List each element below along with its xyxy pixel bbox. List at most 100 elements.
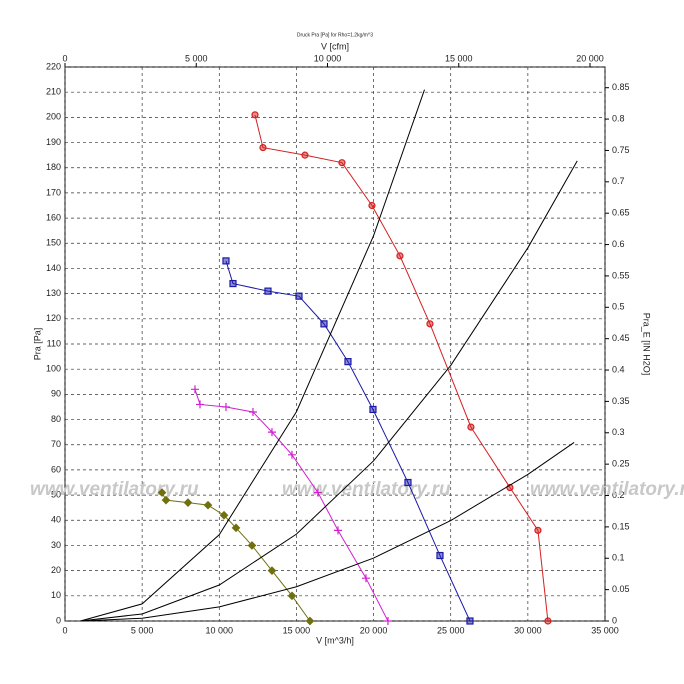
- y2-tick-label: 0.4: [612, 364, 625, 374]
- marker: [222, 257, 230, 265]
- y-tick-label: 60: [51, 464, 61, 474]
- marker: [231, 523, 241, 533]
- series-line: [161, 492, 311, 622]
- x-tick-label: 5 000: [131, 625, 154, 635]
- y-tick-label: 20: [51, 565, 61, 575]
- x-axis-label: V [m^3/h]: [316, 635, 354, 645]
- marker: [247, 541, 257, 550]
- x-tick-label: 15 000: [283, 625, 311, 635]
- marker: [467, 423, 475, 431]
- marker: [287, 591, 297, 601]
- y2-tick-label: 0.85: [612, 82, 630, 92]
- series-line: [225, 260, 471, 622]
- marker: [190, 385, 199, 394]
- watermark: www.ventilatory.ru: [282, 479, 451, 500]
- marker: [161, 495, 171, 505]
- y2-tick-label: 0.5: [612, 302, 625, 312]
- y-tick-label: 180: [46, 162, 61, 172]
- marker: [361, 574, 370, 583]
- y-tick-label: 150: [46, 238, 61, 248]
- marker: [320, 320, 328, 328]
- y2-tick-label: 0.05: [612, 584, 630, 594]
- marker: [229, 279, 237, 288]
- watermark: www.ventilatory.ru: [30, 479, 199, 500]
- marker: [396, 252, 404, 260]
- y2-tick-label: 0.8: [612, 113, 625, 123]
- marker: [287, 450, 296, 459]
- marker: [305, 616, 315, 626]
- marker: [267, 428, 276, 437]
- marker: [196, 400, 204, 409]
- series-line: [194, 389, 389, 622]
- x2-axis-label: V [cfm]: [321, 41, 349, 51]
- y-tick-label: 110: [47, 338, 61, 348]
- y-tick-label: 200: [46, 112, 61, 122]
- marker: [436, 551, 444, 560]
- y-tick-label: 190: [46, 137, 61, 147]
- y2-tick-label: 0.65: [612, 208, 630, 218]
- y-tick-label: 80: [51, 414, 61, 424]
- y2-tick-label: 0.45: [612, 333, 630, 343]
- marker: [383, 617, 392, 625]
- x-tick-label: 35 000: [591, 625, 619, 635]
- marker: [219, 510, 229, 520]
- series-line: [254, 114, 549, 622]
- marker: [183, 498, 193, 507]
- y-tick-label: 170: [46, 187, 61, 197]
- marker: [338, 159, 346, 167]
- x-tick-label: 25 000: [437, 625, 465, 635]
- y2-tick-label: 0.2: [612, 490, 625, 500]
- watermark: www.ventilatory.ru: [530, 479, 684, 500]
- series-line: [80, 89, 425, 622]
- marker: [267, 566, 277, 575]
- marker: [251, 111, 259, 119]
- marker: [221, 402, 230, 411]
- chart-title: Druck Pra [Pa] for Rho=1.2kg/m^3: [297, 32, 373, 38]
- marker: [203, 500, 213, 510]
- x-tick-label: 0: [62, 625, 67, 635]
- x2-tick-label: 10 000: [314, 53, 342, 63]
- y-tick-label: 100: [46, 364, 61, 374]
- y2-tick-label: 0.35: [612, 396, 630, 406]
- y2-tick-label: 0.7: [612, 176, 625, 186]
- x2-tick-label: 15 000: [445, 53, 473, 63]
- y2-axis-label: Pra_E [IN H2O]: [642, 313, 652, 376]
- marker: [544, 617, 552, 625]
- series-line: [80, 160, 578, 622]
- y-tick-label: 50: [51, 489, 61, 499]
- y-tick-label: 210: [46, 87, 61, 97]
- y-axis-label: Pra [Pa]: [32, 328, 42, 361]
- marker: [368, 201, 376, 210]
- x-tick-label: 20 000: [360, 625, 388, 635]
- marker: [344, 358, 352, 366]
- x2-tick-label: 5 000: [185, 53, 208, 63]
- y2-tick-label: 0.3: [612, 427, 625, 437]
- y-tick-label: 30: [51, 540, 61, 550]
- marker: [259, 143, 267, 152]
- y-tick-label: 220: [46, 61, 61, 71]
- y2-tick-label: 0.15: [612, 521, 630, 531]
- y2-tick-label: 0.25: [612, 459, 630, 469]
- marker: [369, 405, 377, 414]
- marker: [313, 488, 322, 497]
- marker: [295, 292, 303, 300]
- y-tick-label: 130: [46, 288, 61, 298]
- x-tick-label: 30 000: [514, 625, 542, 635]
- marker: [404, 478, 412, 487]
- y-tick-label: 90: [51, 389, 61, 399]
- marker: [157, 488, 167, 497]
- marker: [333, 526, 342, 535]
- x2-tick-label: 20 000: [576, 53, 604, 63]
- y-tick-label: 40: [51, 515, 61, 525]
- marker: [426, 320, 434, 328]
- marker: [534, 526, 542, 534]
- series-line: [80, 442, 575, 622]
- x2-tick-label: 0: [62, 53, 67, 63]
- y2-tick-label: 0: [612, 615, 617, 625]
- marker: [248, 407, 257, 416]
- y-tick-label: 160: [46, 212, 61, 222]
- marker: [466, 617, 474, 625]
- x-tick-label: 10 000: [206, 625, 234, 635]
- y-tick-label: 140: [46, 263, 61, 273]
